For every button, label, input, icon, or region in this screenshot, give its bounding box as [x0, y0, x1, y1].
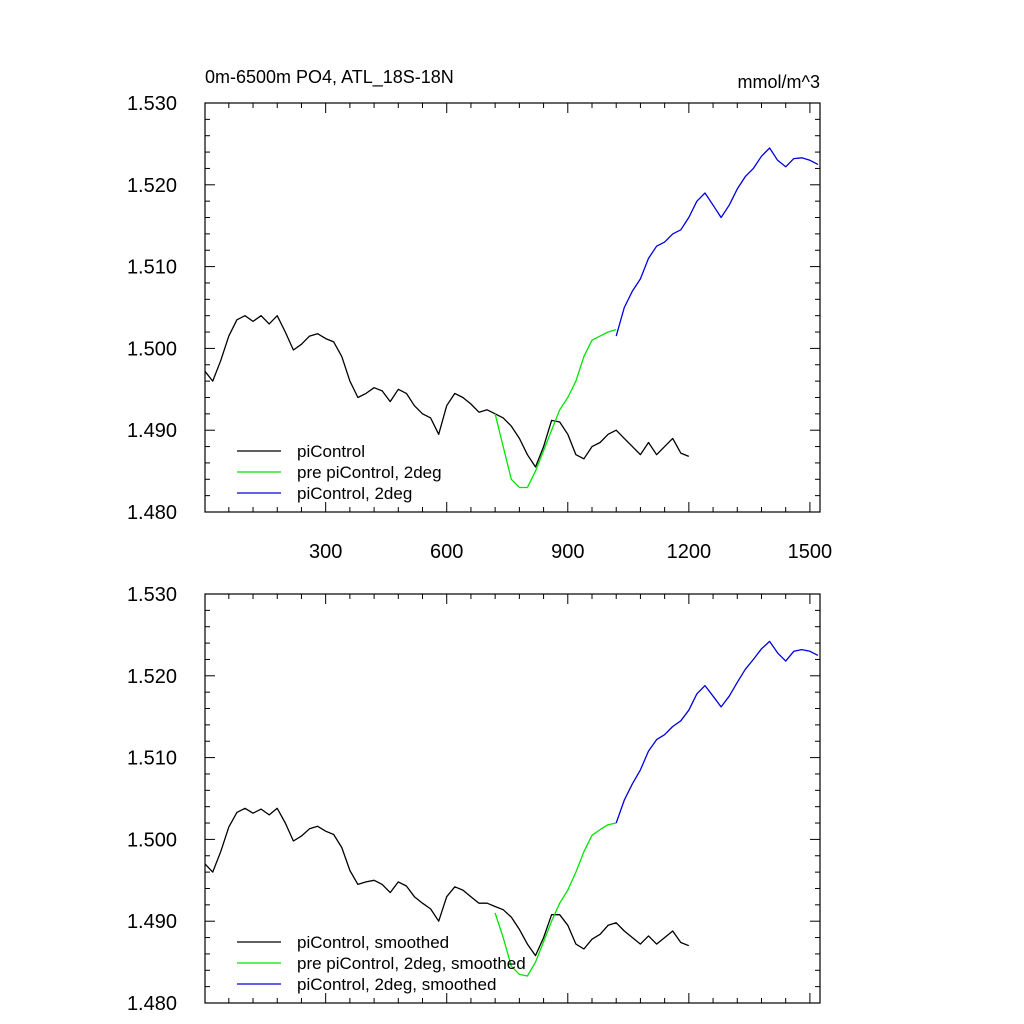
y-tick-label: 1.500: [127, 829, 177, 851]
plot-frame: [204, 102, 821, 513]
series-line-0: [204, 807, 690, 957]
series-line-2: [615, 640, 819, 824]
chart-title: 0m-6500m PO4, ATL_18S-18N: [205, 67, 454, 88]
y-tick-label: 1.510: [127, 748, 177, 770]
series-line-1: [494, 328, 617, 489]
legend-label: piControl: [297, 442, 365, 461]
y-tick-label: 1.480: [127, 502, 177, 524]
legend-label: piControl, 2deg: [297, 484, 412, 503]
legend-label: pre piControl, 2deg, smoothed: [297, 954, 526, 973]
legend-label: piControl, smoothed: [297, 933, 449, 952]
legend-label: piControl, 2deg, smoothed: [297, 975, 496, 994]
series-line-2: [615, 147, 819, 337]
y-tick-label: 1.520: [127, 175, 177, 197]
y-tick-label: 1.530: [127, 584, 177, 606]
legend-label: pre piControl, 2deg: [297, 463, 442, 482]
y-tick-label: 1.510: [127, 257, 177, 279]
bottom-panel: 1.480 1.490 1.500 1.510 1.520 1.530 piControl,…: [127, 584, 821, 1015]
top-panel: 1.480 1.490 1.500 1.510 1.520 1.530 300 600 900 1…: [127, 93, 832, 563]
plot-frame: [204, 593, 821, 1004]
units-label: mmol/m^3: [738, 72, 820, 92]
y-tick-label: 1.520: [127, 666, 177, 688]
x-tick-label: 1200: [667, 541, 712, 563]
x-tick-label: 900: [551, 541, 584, 563]
y-tick-label: 1.500: [127, 338, 177, 360]
y-tick-label: 1.480: [127, 993, 177, 1015]
y-tick-label: 1.490: [127, 420, 177, 442]
y-tick-label: 1.530: [127, 93, 177, 115]
y-tick-label: 1.490: [127, 911, 177, 933]
x-tick-label: 600: [430, 541, 463, 563]
x-tick-label: 1500: [788, 541, 833, 563]
series-line-1: [494, 822, 617, 977]
series-line-0: [204, 315, 690, 468]
x-tick-label: 300: [309, 541, 342, 563]
